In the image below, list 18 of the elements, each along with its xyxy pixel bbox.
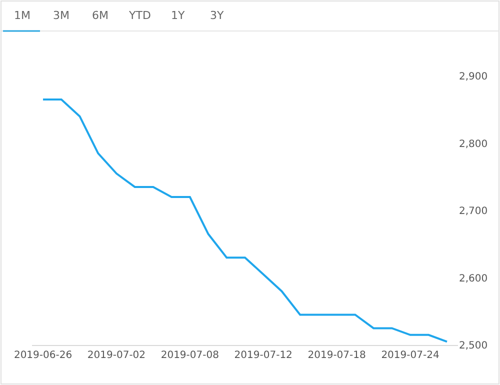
y-tick-label: 2,800 bbox=[459, 138, 488, 150]
x-tick-label: 2019-06-26 bbox=[14, 350, 72, 361]
y-tick-label: 2,500 bbox=[459, 340, 488, 352]
x-tick-label: 2019-07-08 bbox=[160, 350, 219, 361]
text: 3Y bbox=[210, 9, 224, 22]
y-tick-label: 2,900 bbox=[459, 72, 488, 82]
text: 6M bbox=[92, 9, 108, 22]
text: 1M bbox=[14, 9, 30, 22]
x-tick-label: 2019-07-24 bbox=[381, 350, 440, 361]
text: 3M bbox=[53, 9, 70, 22]
line-series bbox=[42, 98, 448, 343]
y-tick-label: 2,600 bbox=[459, 273, 488, 284]
text: 1Y bbox=[171, 9, 185, 22]
x-tick-label: 2019-07-02 bbox=[87, 350, 146, 361]
text: YTD bbox=[128, 9, 151, 22]
x-tick-label: 2019-07-18 bbox=[308, 350, 366, 361]
y-tick-label: 2,700 bbox=[459, 206, 488, 217]
x-tick-label: 2019-07-12 bbox=[234, 350, 292, 361]
